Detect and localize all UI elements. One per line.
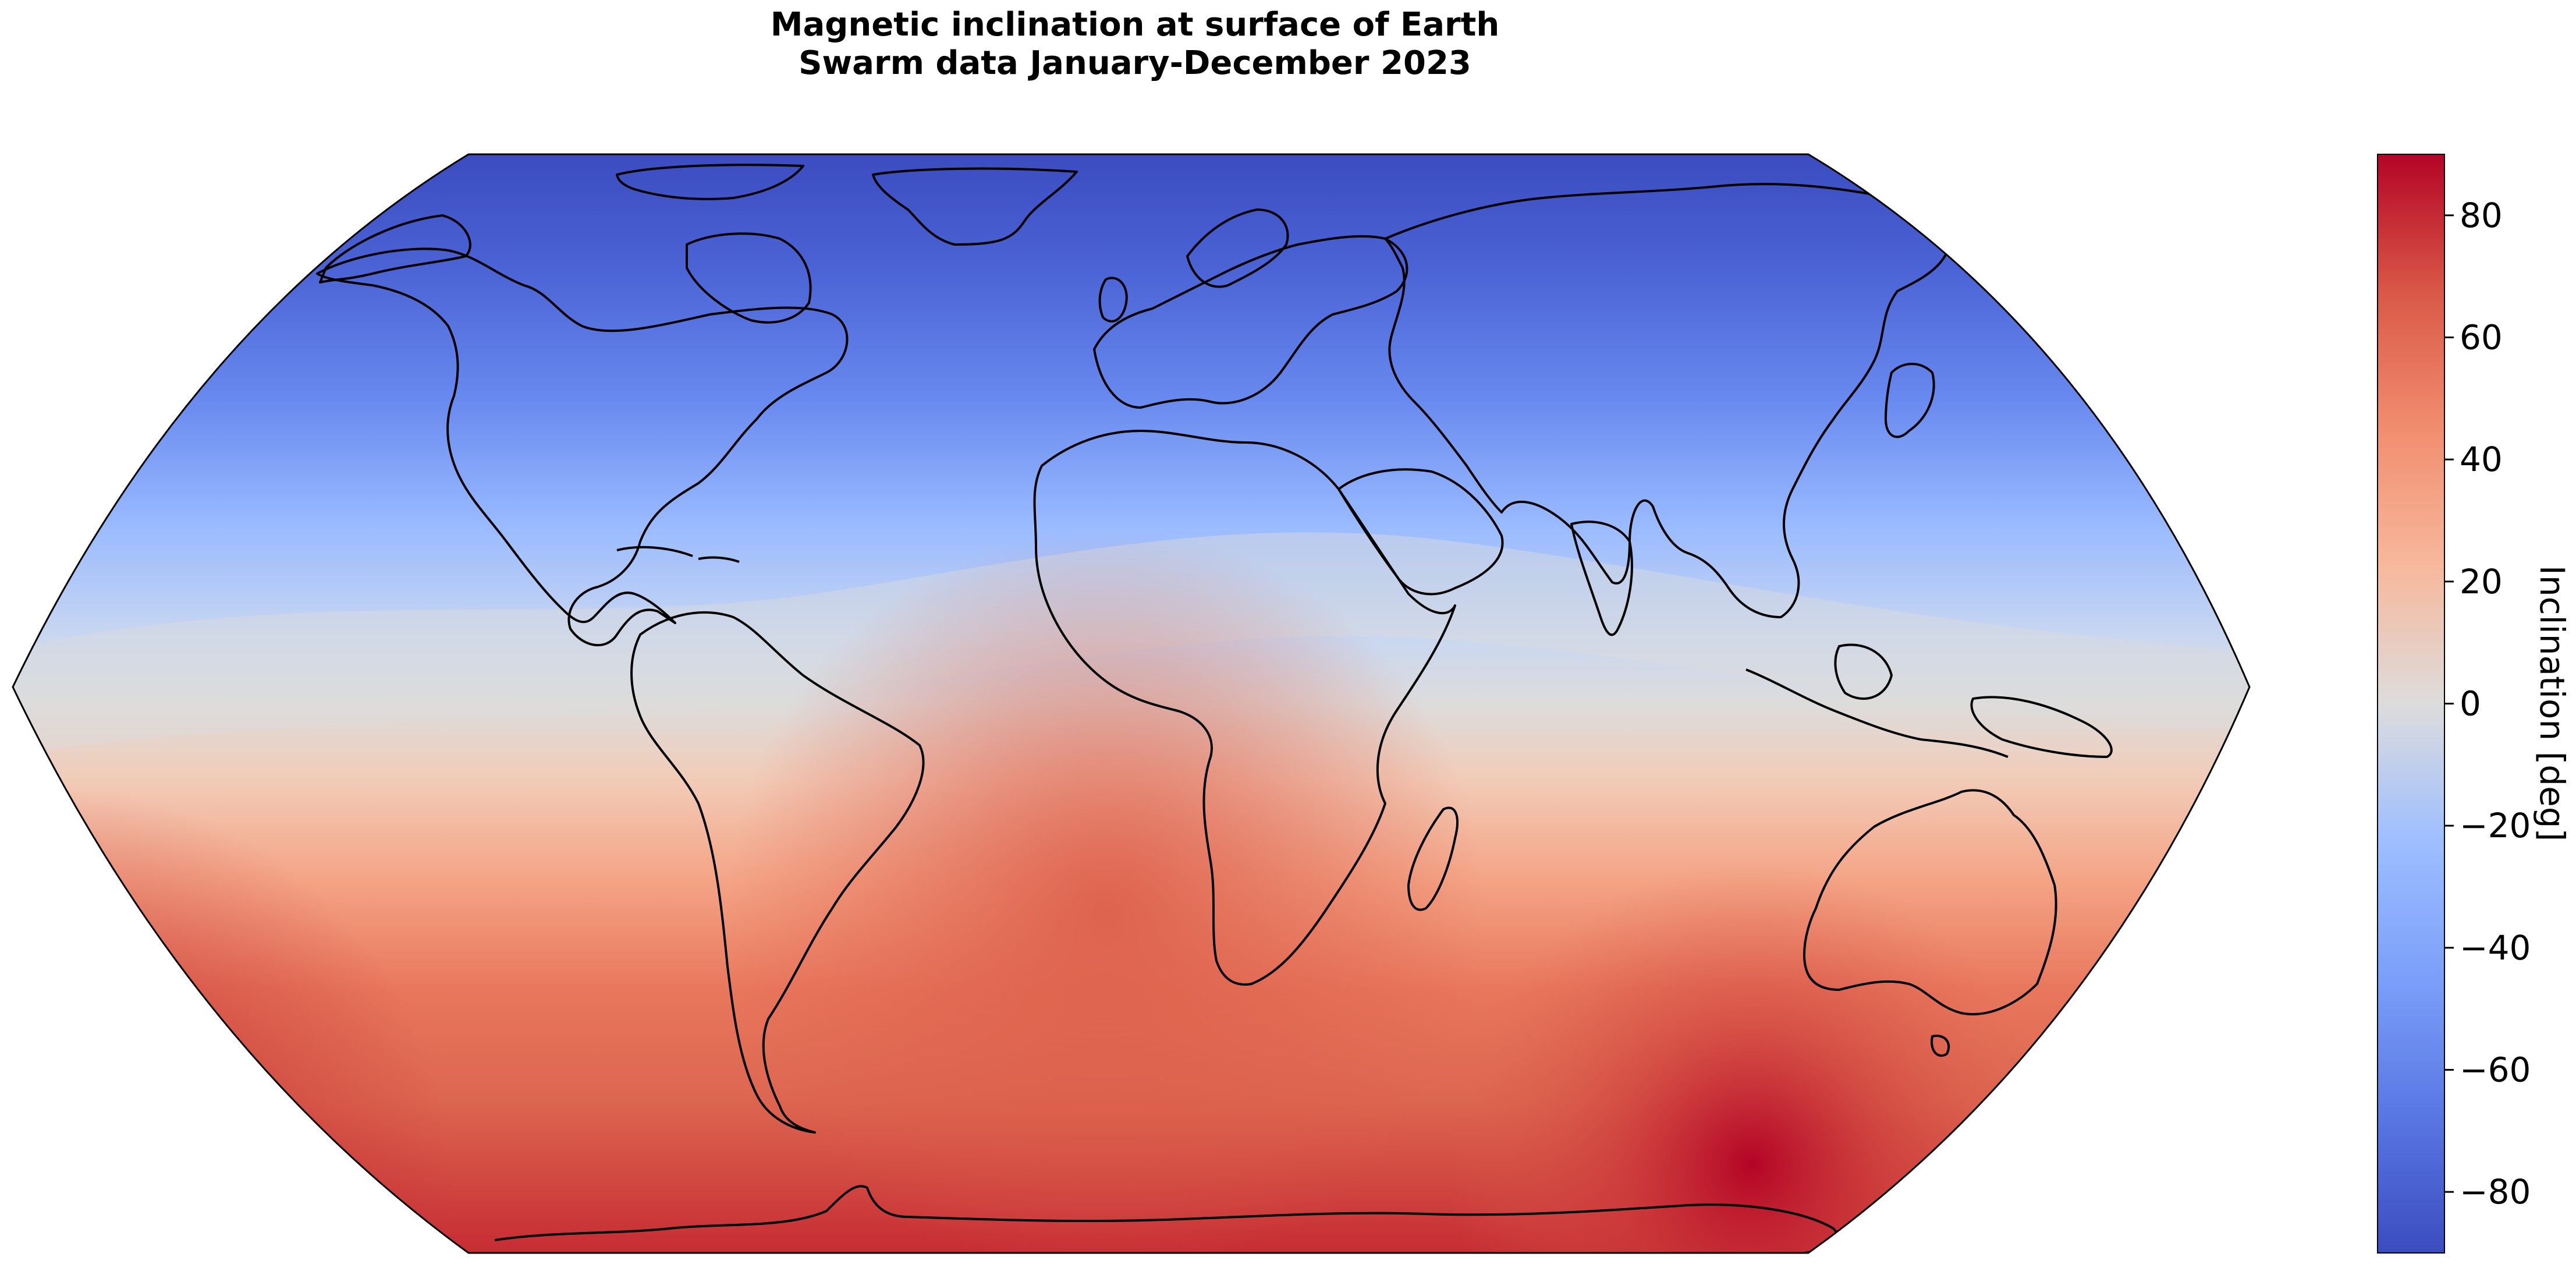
coastline-hispaniola — [698, 556, 740, 563]
coastline-africa — [1033, 430, 1456, 986]
coastline-greenland — [872, 167, 1078, 246]
coastline-alaska — [319, 214, 471, 284]
coastline-japan — [1885, 363, 1935, 438]
coastline-scandinavia — [1186, 208, 1289, 288]
coastline-indonesia — [1745, 668, 2009, 758]
colorbar-tick-label: 40 — [2460, 440, 2503, 479]
coastline-hudson-region — [686, 232, 812, 324]
colorbar-tick-label: −60 — [2460, 1050, 2531, 1090]
chart-title-line-1: Magnetic inclination at surface of Earth — [770, 6, 1500, 44]
coastlines — [316, 164, 2149, 1253]
colorbar-tick-label: −80 — [2460, 1172, 2531, 1212]
colorbar-ticks: 80 60 40 20 0 −20 −40 −60 −80 — [2444, 196, 2531, 1212]
coastline-new-guinea — [1970, 696, 2113, 758]
coastline-madagascar — [1407, 806, 1459, 911]
colorbar-tick-label: 80 — [2460, 196, 2503, 235]
colorbar-label: Inclination [deg] — [2532, 565, 2572, 841]
coastline-arabia — [1337, 468, 1504, 596]
colorbar-tick-label: 0 — [2460, 684, 2481, 724]
colorbar-gradient — [2377, 154, 2445, 1254]
coastline-europe — [1093, 235, 1408, 409]
coastline-tasmania — [1931, 1035, 1950, 1057]
coastline-asia — [1384, 183, 1951, 618]
coastline-australia — [1803, 789, 2057, 1015]
colorbar-tick-label: 60 — [2460, 318, 2503, 357]
coastline-borneo — [1834, 643, 1893, 700]
coastline-india — [1570, 521, 1633, 636]
coastline-south-america — [630, 611, 925, 1134]
coastline-arctic-islands — [616, 164, 804, 200]
inclination-field — [13, 154, 2249, 1253]
coastline-antarctica — [494, 1185, 1839, 1253]
chart-title: Magnetic inclination at surface of Earth… — [0, 6, 2270, 83]
colorbar-tick-label: 20 — [2460, 562, 2503, 601]
colorbar-tick-label: −40 — [2460, 928, 2531, 968]
coastline-britain — [1098, 277, 1128, 323]
colorbar-tick-label: −20 — [2460, 806, 2531, 845]
chart-title-line-2: Swarm data January-December 2023 — [799, 44, 1471, 82]
coastline-cuba — [616, 546, 693, 557]
coastline-north-america — [316, 247, 849, 646]
